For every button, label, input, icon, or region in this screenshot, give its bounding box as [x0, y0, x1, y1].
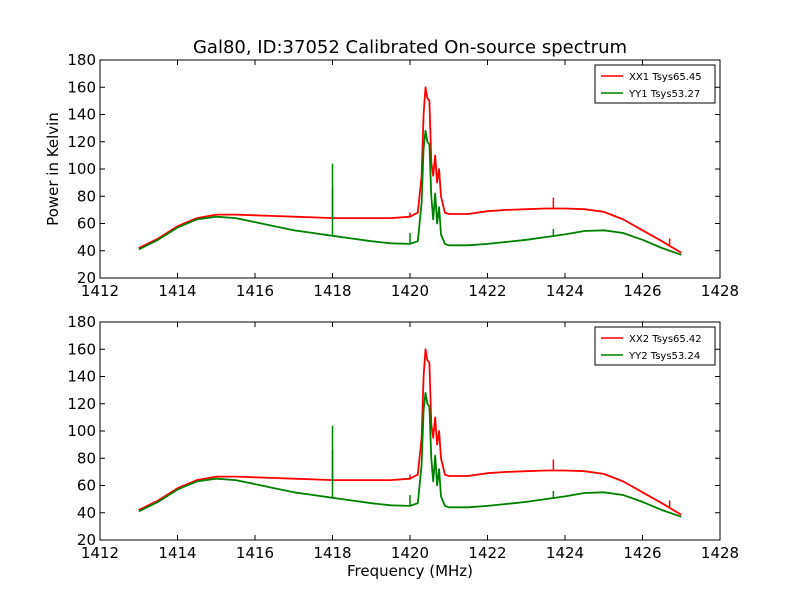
series-line-xx — [138, 348, 682, 516]
y-tick-label: 140 — [67, 368, 96, 386]
x-tick-label: 1424 — [546, 282, 584, 300]
x-tick-label: 1426 — [623, 544, 661, 562]
legend-box — [594, 64, 716, 104]
y-tick-label: 100 — [67, 160, 96, 178]
x-tick-label: 1416 — [236, 282, 274, 300]
y-tick-label: 100 — [67, 422, 96, 440]
y-tick-label: 80 — [77, 449, 96, 467]
y-tick-label: 160 — [67, 340, 96, 358]
legend-label: XX1 Tsys65.45 — [629, 72, 702, 83]
x-tick-label: 1422 — [468, 544, 506, 562]
x-tick-label: 1412 — [81, 544, 119, 562]
series-line-yy — [138, 391, 682, 518]
legend-box — [594, 326, 716, 366]
x-tick-label: 1428 — [701, 282, 739, 300]
y-tick-label: 180 — [67, 313, 96, 331]
x-tick-label: 1416 — [236, 544, 274, 562]
x-axis-label: Frequency (MHz) — [347, 562, 473, 580]
legend-label: YY2 Tsys53.24 — [628, 351, 700, 362]
x-tick-label: 1412 — [81, 282, 119, 300]
x-tick-label: 1424 — [546, 544, 584, 562]
series-line-yy — [138, 129, 682, 256]
x-tick-label: 1418 — [313, 544, 351, 562]
y-tick-label: 40 — [77, 504, 96, 522]
x-tick-label: 1418 — [313, 282, 351, 300]
y-tick-label: 80 — [77, 187, 96, 205]
y-tick-label: 60 — [77, 215, 96, 233]
x-tick-label: 1414 — [158, 544, 196, 562]
spectrum-panel-2: 1412 1414 1416 1418 1420 1422 1424 1426 1428 20 40… — [67, 313, 739, 562]
y-tick-label: 120 — [67, 395, 96, 413]
y-tick-label: 120 — [67, 133, 96, 151]
x-tick-label: 1414 — [158, 282, 196, 300]
legend-label: XX2 Tsys65.42 — [629, 334, 702, 345]
y-tick-label: 180 — [67, 51, 96, 69]
y-tick-label: 20 — [77, 531, 96, 549]
y-axis-label: Power in Kelvin — [44, 112, 62, 226]
y-tick-label: 60 — [77, 477, 96, 495]
x-tick-label: 1420 — [391, 282, 429, 300]
figure-title: Gal80, ID:37052 Calibrated On-source spe… — [193, 37, 627, 58]
series-line-xx — [138, 86, 682, 254]
y-tick-label: 140 — [67, 106, 96, 124]
y-tick-label: 160 — [67, 78, 96, 96]
y-tick-label: 40 — [77, 242, 96, 260]
x-tick-label: 1426 — [623, 282, 661, 300]
x-tick-label: 1420 — [391, 544, 429, 562]
x-tick-label: 1422 — [468, 282, 506, 300]
y-tick-label: 20 — [77, 269, 96, 287]
x-tick-label: 1428 — [701, 544, 739, 562]
legend-label: YY1 Tsys53.27 — [628, 89, 700, 100]
spectrum-panel-1: 1412 1414 1416 1418 1420 1422 1424 1426 1428 20 40… — [67, 51, 739, 300]
